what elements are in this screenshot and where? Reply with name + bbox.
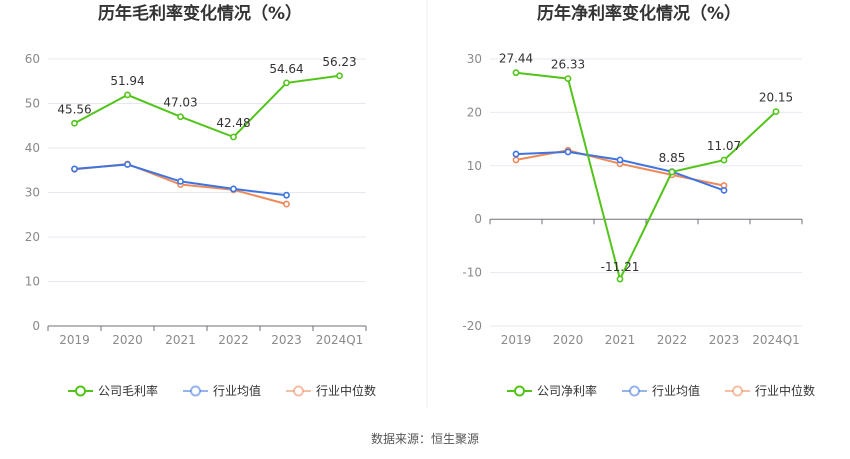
legend-marker-dot — [75, 385, 86, 397]
legend-marker-dot — [629, 385, 640, 397]
data-label: 27.44 — [499, 52, 533, 66]
y-tick-label: -20 — [462, 319, 482, 333]
data-label: -11.21 — [601, 260, 640, 274]
legend-label: 行业中位数 — [755, 383, 815, 398]
y-tick-label: 0 — [474, 212, 482, 226]
data-point — [564, 148, 572, 156]
y-tick-label: 40 — [25, 141, 40, 155]
x-tick-label: 2020 — [112, 333, 143, 347]
legend-marker-dot — [190, 385, 201, 397]
y-tick-label: 10 — [467, 159, 482, 173]
y-tick-label: -10 — [462, 266, 482, 280]
x-tick-label: 2019 — [59, 333, 90, 347]
source-text: 数据来源：恒生聚源 — [371, 431, 479, 446]
legend-label: 行业均值 — [213, 383, 261, 398]
data-point — [124, 161, 131, 168]
legend-marker-dot — [514, 385, 525, 397]
data-label: 54.64 — [269, 62, 303, 76]
x-tick-label: 2019 — [501, 333, 532, 347]
data-point — [283, 200, 290, 208]
x-tick-label: 2023 — [271, 333, 302, 347]
data-point — [668, 168, 676, 176]
data-label: 20.15 — [759, 91, 793, 105]
data-point — [720, 186, 728, 194]
data-point — [616, 275, 624, 283]
data-point — [177, 113, 184, 121]
data-point — [512, 156, 520, 164]
data-point — [71, 119, 78, 127]
legend-label: 公司净利率 — [537, 383, 597, 398]
legend-label: 行业均值 — [652, 383, 700, 398]
data-point — [564, 75, 572, 82]
x-tick-label: 2023 — [709, 333, 740, 347]
x-tick-label: 2022 — [657, 333, 688, 347]
chart-title: 历年毛利率变化情况（%） — [98, 3, 302, 24]
data-point — [616, 156, 624, 164]
data-label: 11.07 — [707, 139, 741, 153]
data-point — [512, 69, 520, 77]
data-point — [230, 133, 237, 141]
y-tick-label: 0 — [32, 319, 40, 333]
y-tick-label: 20 — [25, 230, 40, 244]
data-point — [336, 72, 343, 80]
y-tick-label: 10 — [25, 275, 40, 289]
y-tick-label: 20 — [467, 105, 482, 119]
data-point — [512, 150, 520, 158]
legend-marker-dot — [293, 385, 304, 397]
series-line — [515, 71, 777, 282]
data-label: 51.94 — [110, 74, 144, 88]
data-point — [177, 177, 184, 185]
x-tick-label: 2024Q1 — [752, 333, 800, 347]
y-tick-label: 30 — [25, 186, 40, 200]
x-tick-label: 2022 — [218, 333, 249, 347]
data-point — [283, 79, 290, 87]
x-tick-label: 2021 — [165, 333, 196, 347]
series-line — [74, 74, 340, 139]
data-label: 26.33 — [551, 58, 585, 72]
data-point — [720, 156, 728, 164]
data-label: 45.56 — [57, 102, 91, 116]
data-point — [230, 185, 237, 193]
data-point — [772, 108, 780, 115]
legend-marker-dot — [732, 385, 743, 397]
data-label: 8.85 — [659, 151, 686, 165]
x-tick-label: 2024Q1 — [316, 333, 364, 347]
data-point — [283, 191, 290, 199]
data-point — [71, 165, 78, 173]
chart-panel-2: 历年净利率变化情况（%） -20 -10 0 10 20 30 2019 2020 2021 202… — [462, 3, 815, 398]
data-label: 42.48 — [216, 116, 250, 130]
y-tick-label: 50 — [25, 97, 40, 111]
data-point — [124, 91, 131, 99]
x-tick-label: 2020 — [553, 333, 584, 347]
data-label: 56.23 — [322, 55, 356, 69]
y-tick-label: 60 — [25, 52, 40, 66]
data-label: 47.03 — [163, 96, 197, 110]
chart-title: 历年净利率变化情况（%） — [537, 3, 741, 24]
legend-label: 行业中位数 — [316, 383, 376, 398]
legend-label: 公司毛利率 — [98, 383, 158, 398]
y-tick-label: 30 — [467, 52, 482, 66]
x-tick-label: 2021 — [605, 333, 636, 347]
chart-panel-1: 历年毛利率变化情况（%） 0 10 20 30 40 50 60 2019 2020 2021 202… — [25, 3, 376, 398]
